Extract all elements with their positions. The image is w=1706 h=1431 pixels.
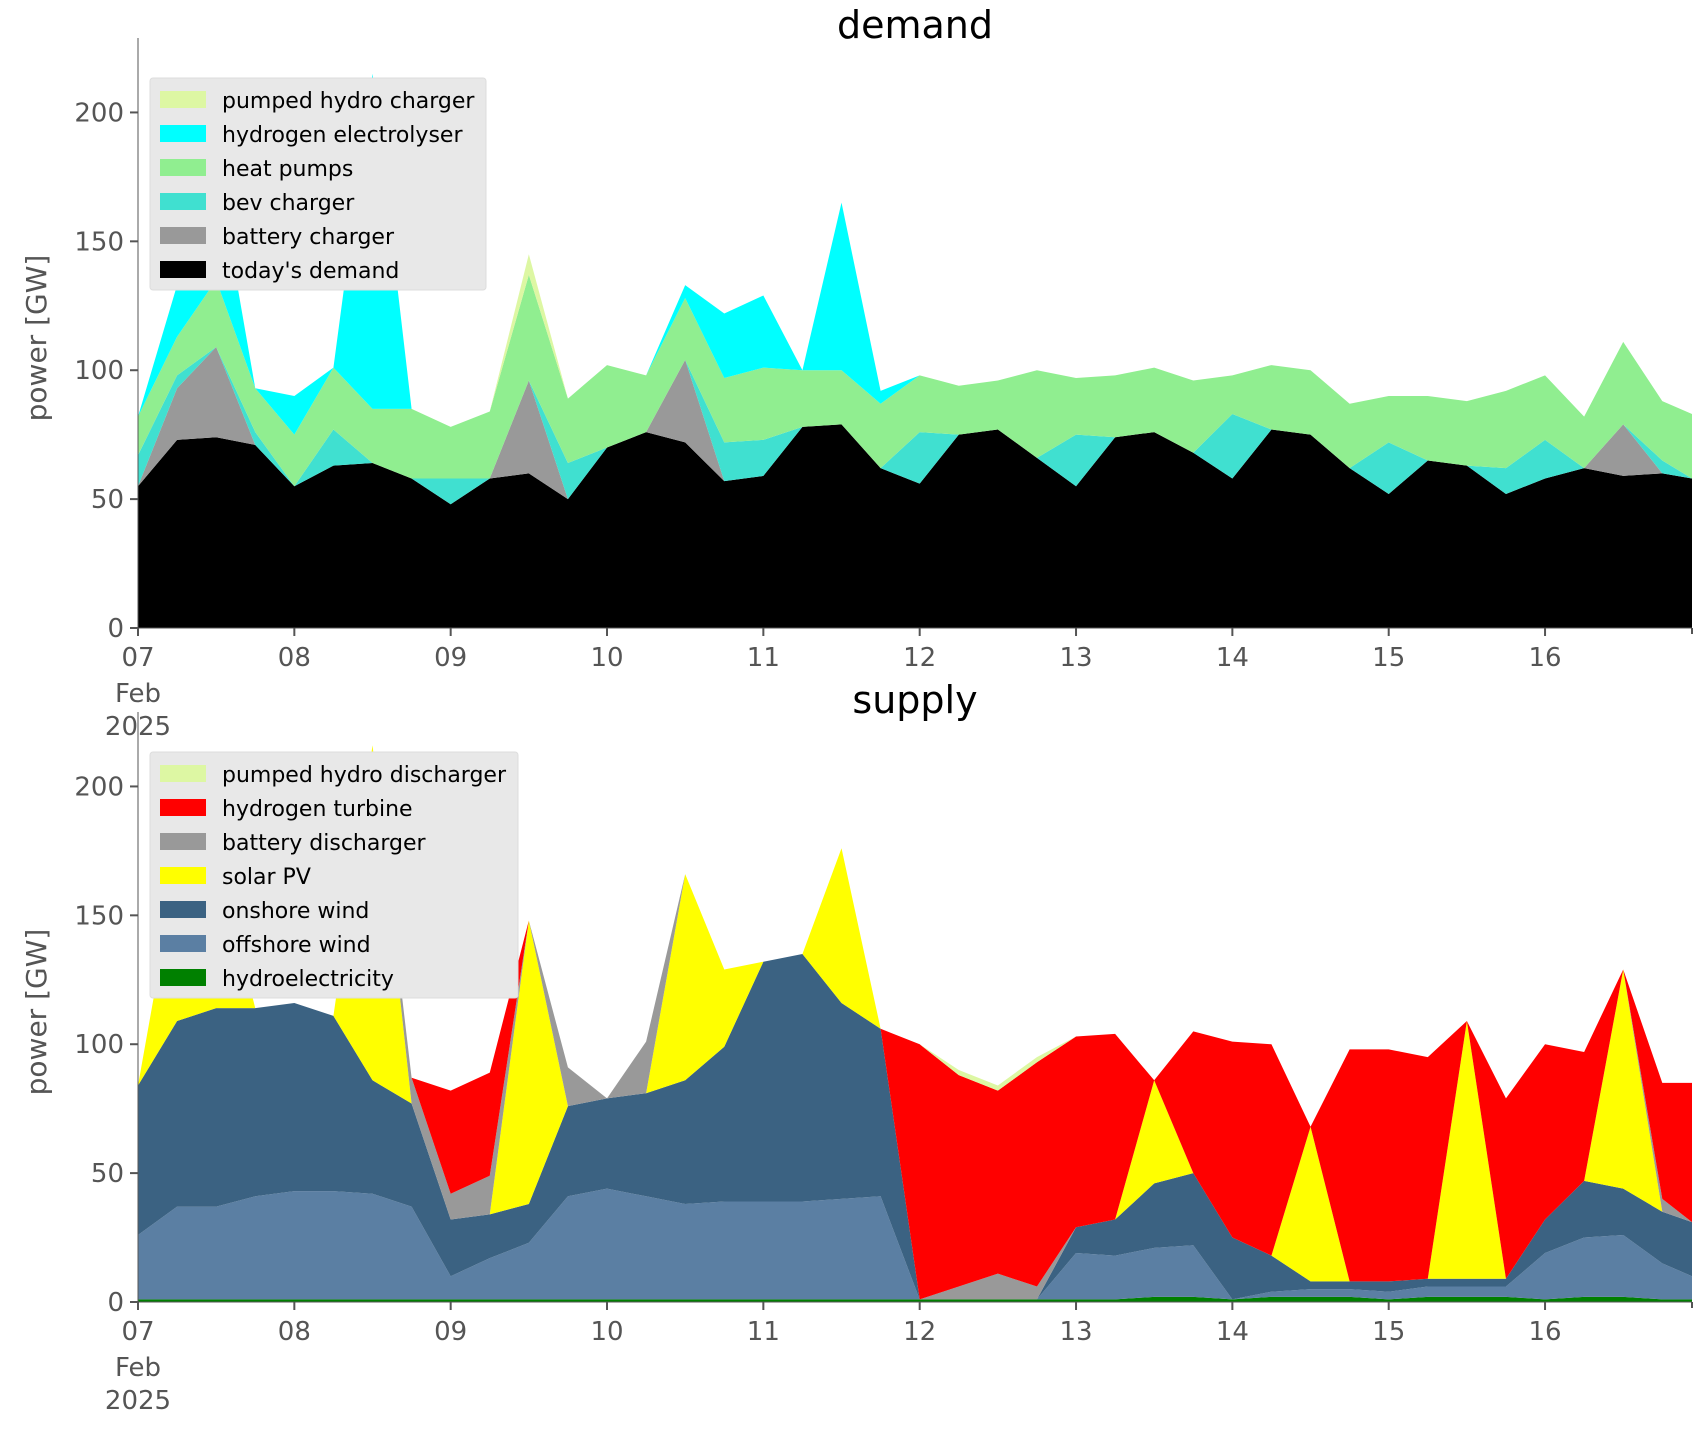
y-tick-label: 150	[74, 227, 124, 257]
y-tick-label: 150	[74, 901, 124, 931]
legend-swatch	[160, 159, 206, 176]
y-axis-title: power [GW]	[20, 255, 53, 422]
y-tick-label: 0	[107, 614, 124, 644]
area-onshore-wind	[138, 954, 1692, 1300]
y-tick-label: 50	[91, 485, 124, 515]
legend-label: battery charger	[222, 225, 395, 250]
area-bev-charger	[138, 347, 1692, 505]
x-tick-label: 09	[434, 643, 467, 673]
legend-label: solar PV	[222, 865, 311, 890]
x-tick-label: 14	[1216, 1317, 1249, 1347]
x-tick-label: 07	[121, 643, 154, 673]
legend-swatch	[160, 193, 206, 210]
legend-swatch	[160, 799, 206, 816]
legend-label: battery discharger	[222, 831, 427, 856]
legend-label: hydrogen turbine	[222, 797, 413, 822]
x-tick-sublabel: 2025	[105, 1386, 171, 1416]
legend-label: bev charger	[222, 191, 355, 216]
legend-swatch	[160, 227, 206, 244]
x-tick-label: 10	[590, 643, 623, 673]
legend-box	[149, 77, 487, 291]
y-tick-label: 100	[74, 1030, 124, 1060]
area-solar-pv	[138, 745, 1692, 1300]
legend-label: onshore wind	[222, 899, 369, 924]
legend-swatch	[160, 261, 206, 278]
chart-title: demand	[837, 3, 993, 47]
y-tick-label: 50	[91, 1159, 124, 1189]
x-tick-label: 13	[1059, 1317, 1092, 1347]
y-tick-label: 200	[74, 772, 124, 802]
x-tick-label: 09	[434, 1317, 467, 1347]
x-tick-label: 12	[903, 1317, 936, 1347]
chart-title: supply	[852, 678, 977, 722]
legend-swatch	[160, 969, 206, 986]
legend-swatch	[160, 125, 206, 142]
y-tick-label: 100	[74, 356, 124, 386]
legend-label: pumped hydro charger	[222, 89, 475, 114]
legend-swatch	[160, 765, 206, 782]
legend-label: today's demand	[222, 259, 399, 284]
y-axis-title: power [GW]	[20, 929, 53, 1096]
legend-swatch	[160, 935, 206, 952]
area-offshore-wind	[138, 1188, 1692, 1300]
area-heat-pumps	[138, 274, 1692, 487]
legend: pumped hydro charger hydrogen electrolyse…	[149, 77, 487, 291]
x-tick-label: 11	[747, 1317, 780, 1347]
x-tick-label: 11	[747, 643, 780, 673]
x-tick-label: 08	[278, 643, 311, 673]
legend-label: offshore wind	[222, 933, 371, 958]
x-tick-label: 12	[903, 643, 936, 673]
legend-swatch	[160, 867, 206, 884]
y-tick-label: 0	[107, 1288, 124, 1318]
x-tick-label: 13	[1059, 643, 1092, 673]
legend-swatch	[160, 91, 206, 108]
area-hydrogen-electrolyser	[138, 73, 1692, 435]
x-tick-label: 08	[278, 1317, 311, 1347]
legend-swatch	[160, 833, 206, 850]
area-battery-charger	[138, 347, 1692, 505]
x-tick-label: 16	[1528, 1317, 1561, 1347]
x-tick-label: 16	[1528, 643, 1561, 673]
y-tick-label: 200	[74, 98, 124, 128]
legend-swatch	[160, 901, 206, 918]
legend-label: pumped hydro discharger	[222, 763, 507, 788]
legend-box	[149, 751, 519, 999]
legend: pumped hydro discharger hydrogen turbine b…	[149, 751, 519, 999]
x-tick-label: 15	[1372, 1317, 1405, 1347]
legend-label: hydrogen electrolyser	[222, 123, 463, 148]
x-tick-label: 14	[1216, 643, 1249, 673]
x-tick-sublabel: Feb	[115, 679, 161, 709]
x-tick-sublabel: Feb	[115, 1353, 161, 1383]
area-hydrogen-turbine	[138, 745, 1692, 1300]
legend-label: hydroelectricity	[222, 967, 394, 992]
x-tick-label: 15	[1372, 643, 1405, 673]
legend-label: heat pumps	[222, 157, 353, 182]
area-today-s-demand	[138, 424, 1692, 628]
x-tick-label: 07	[121, 1317, 154, 1347]
x-tick-label: 10	[590, 1317, 623, 1347]
